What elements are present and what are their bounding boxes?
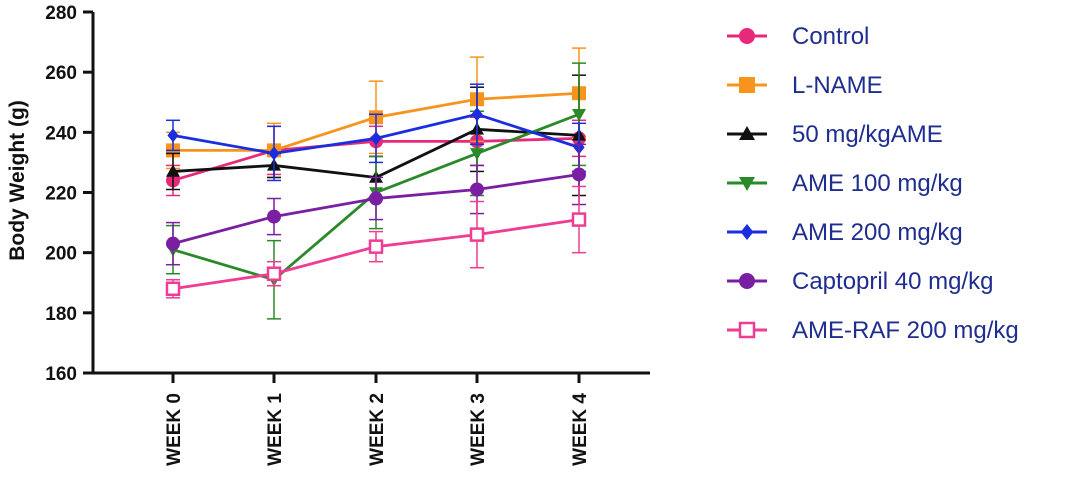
data-point (266, 266, 282, 281)
legend-item-6: AME-RAF 200 mg/kg (727, 317, 1019, 344)
data-point (167, 128, 179, 143)
legend-item-3: AME 100 mg/kg (727, 170, 963, 197)
legend-item-1: L-NAME (727, 72, 883, 99)
legend-item-2: 50 mg/kgAME (727, 121, 943, 148)
data-point (166, 236, 180, 251)
legend-marker (738, 321, 756, 339)
legend-marker (739, 28, 755, 44)
axes: 160 180 200 220 240 260 280 WEEK 0 WEEK 1 WEEK 2 W… (6, 3, 650, 466)
data-point (165, 281, 181, 297)
x-tick-label: WEEK 3 (468, 393, 489, 466)
legend-label: Captopril 40 mg/kg (792, 268, 993, 295)
data-point (469, 227, 485, 242)
data-point (572, 109, 586, 122)
data-point (368, 239, 384, 254)
series-5 (166, 143, 586, 266)
legend-item-4: AME 200 mg/kg (727, 219, 963, 246)
legend-label: AME-RAF 200 mg/kg (792, 317, 1019, 344)
series-layer (165, 47, 587, 320)
legend-label: AME 200 mg/kg (792, 219, 963, 246)
series-6 (165, 185, 587, 299)
data-point (268, 146, 280, 161)
legend-marker (739, 177, 755, 191)
data-point (470, 148, 484, 161)
legend-label: Control (792, 23, 869, 50)
x-tick-label: WEEK 1 (265, 393, 286, 466)
legend: Control L-NAME 50 mg/kgAME AME 100 mg/kg AME… (727, 23, 1019, 344)
data-point (571, 212, 587, 227)
legend-marker (739, 273, 755, 289)
data-point (470, 182, 484, 197)
data-point (572, 167, 586, 182)
legend-label: 50 mg/kgAME (792, 121, 943, 148)
y-tick-label: 180 (45, 304, 77, 325)
data-point (369, 191, 383, 206)
y-tick-label: 280 (45, 3, 77, 24)
y-tick-label: 200 (45, 244, 77, 265)
x-tick-label: WEEK 0 (164, 393, 185, 466)
y-tick-label: 220 (45, 184, 77, 205)
y-tick-label: 260 (45, 63, 77, 84)
legend-item-0: Control (727, 23, 869, 50)
data-point (370, 131, 382, 146)
legend-label: AME 100 mg/kg (792, 170, 963, 197)
y-tick-label: 240 (45, 123, 77, 144)
y-axis-title: Body Weight (g) (6, 100, 29, 261)
x-tick-label: WEEK 2 (367, 393, 388, 466)
data-point (267, 209, 281, 224)
legend-marker (739, 126, 755, 140)
legend-marker (740, 224, 754, 240)
data-point (166, 164, 180, 177)
x-tick-label: WEEK 4 (570, 393, 591, 466)
data-point (471, 107, 483, 122)
y-tick-label: 160 (45, 364, 77, 385)
legend-label: L-NAME (792, 72, 883, 99)
legend-item-5: Captopril 40 mg/kg (727, 268, 993, 295)
legend-marker (739, 77, 755, 93)
